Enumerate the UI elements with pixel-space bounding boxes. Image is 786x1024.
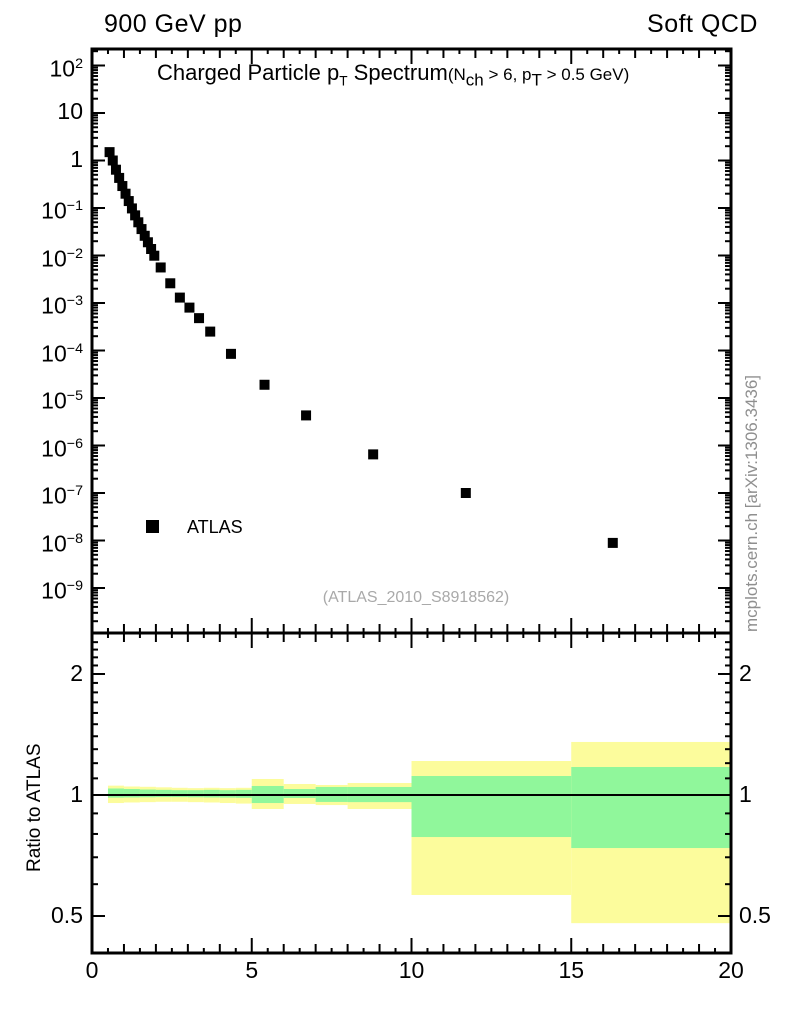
x-tick-label: 10: [398, 957, 425, 983]
spectrum-data-point: [146, 244, 157, 255]
x-tick-label: 15: [558, 957, 585, 983]
process-group-label: Soft QCD: [647, 10, 758, 38]
spectrum-data-point: [155, 262, 166, 273]
x-tick-label: 5: [245, 957, 259, 983]
spectrum-data-point: [133, 217, 144, 228]
spectrum-data-point: [107, 155, 118, 166]
spectrum-data-point: [225, 348, 236, 359]
spectrum-data-point: [110, 164, 121, 175]
spectrum-data-point: [205, 326, 216, 337]
spectrum-data-point: [104, 147, 115, 158]
spectrum-data-point: [149, 250, 160, 261]
spectrum-data-point: [136, 224, 147, 235]
spectrum-data-point: [139, 230, 150, 241]
ratio-y-tick-label-right: 0.5: [739, 902, 771, 928]
main-y-tick-label: 102: [49, 55, 83, 82]
ratio-band-inner: [203, 789, 220, 798]
main-y-tick-label: 10−6: [41, 435, 83, 462]
main-y-tick-label: 1: [70, 145, 83, 172]
ratio-band-inner: [283, 788, 316, 798]
title-cut-2: > 6, p: [483, 65, 532, 84]
ratio-band-inner: [235, 789, 252, 798]
beam-energy-label: 900 GeV pp: [104, 10, 243, 38]
spectrum-data-point: [123, 196, 134, 207]
ratio-y-tick-label-left: 0.5: [51, 902, 83, 928]
spectrum-data-point: [120, 188, 131, 199]
spectrum-data-point: [174, 292, 185, 303]
spectrum-data-point: [607, 537, 618, 548]
x-tick-label: 20: [718, 957, 744, 983]
main-y-tick-label: 10−8: [41, 530, 83, 557]
spectrum-data-point: [130, 210, 141, 221]
ratio-y-tick-label-left: 2: [70, 659, 83, 686]
title-cut-1: (N: [447, 65, 466, 84]
ratio-band-inner: [187, 790, 204, 798]
ratio-band-inner: [171, 790, 188, 798]
legend-marker-square-icon: [146, 520, 159, 533]
mcplots-arxiv-side-note: mcplots.cern.ch [arXiv:1306.3436]: [742, 374, 761, 632]
main-y-tick-label: 10−9: [41, 577, 83, 604]
spectrum-data-point: [259, 379, 270, 390]
spectrum-data-point: [301, 410, 312, 421]
spectrum-data-point: [460, 488, 471, 498]
spectrum-data-point: [368, 449, 379, 460]
title-sub-T2: T: [531, 70, 542, 90]
spectrum-data-point: [126, 203, 137, 214]
ratio-band-inner: [123, 788, 140, 798]
spectrum-data-point: [165, 278, 176, 289]
ratio-axis-title: Ratio to ATLAS: [24, 743, 45, 873]
ratio-band-inner: [139, 789, 156, 798]
spectrum-data-point: [117, 181, 128, 192]
legend-label: ATLAS: [187, 517, 243, 537]
plot-title: Charged Particle pT Spectrum(Nch > 6, pT…: [157, 60, 629, 90]
ratio-y-tick-label-right: 1: [739, 781, 752, 807]
ratio-band-inner: [219, 790, 236, 798]
main-y-tick-label: 10−4: [41, 340, 83, 367]
main-y-tick-label: 10−3: [41, 292, 83, 319]
x-tick-label: 0: [85, 957, 99, 983]
title-cut-3: > 0.5 GeV): [541, 65, 630, 84]
spectrum-data-point: [142, 237, 153, 248]
ratio-band-inner: [571, 766, 731, 849]
ratio-band-inner: [107, 788, 124, 798]
spectrum-data-point: [184, 302, 195, 313]
main-y-tick-label: 10−1: [41, 197, 83, 224]
title-sub-ch: ch: [465, 70, 484, 90]
main-panel-frame: [90, 47, 733, 635]
ratio-band-inner: [155, 789, 172, 798]
main-y-tick-label: 10−5: [41, 387, 83, 414]
spectrum-data-point: [194, 313, 205, 324]
analysis-id-watermark: (ATLAS_2010_S8918562): [322, 589, 510, 606]
main-y-tick-label: 10−7: [41, 482, 83, 509]
ratio-y-tick-label-right: 2: [739, 659, 752, 686]
ratio-band-inner: [411, 775, 572, 838]
main-y-tick-label: 10: [57, 98, 83, 124]
title-main-1: Charged Particle p: [157, 60, 340, 85]
title-sub-T: T: [339, 73, 348, 89]
ratio-y-tick-label-left: 1: [70, 781, 83, 807]
main-y-tick-label: 10−2: [41, 245, 83, 272]
spectrum-data-point: [114, 172, 125, 183]
title-main-2: Spectrum: [347, 60, 448, 85]
